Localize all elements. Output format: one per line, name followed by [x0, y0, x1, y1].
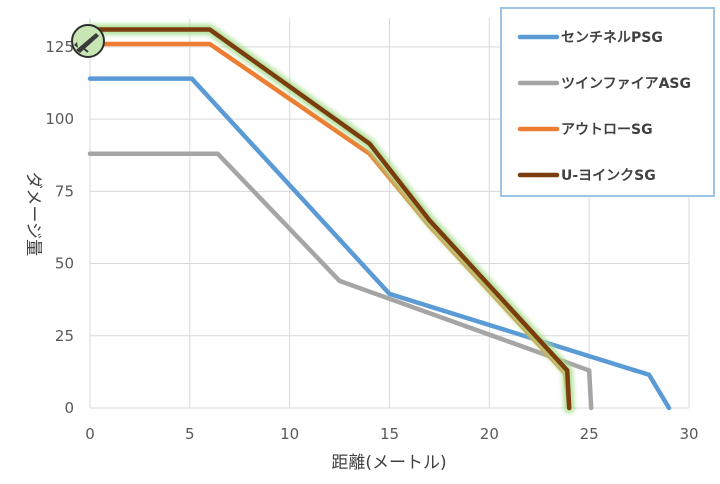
y-tick-label: 75 [55, 182, 74, 200]
x-tick-label: 10 [280, 425, 299, 443]
legend-label-1: ツインファイアASG [561, 76, 691, 92]
series-highlight-glow [84, 24, 575, 414]
y-tick-label: 0 [64, 399, 74, 417]
series-lines [84, 24, 672, 414]
tick-labels: 0 5 10 15 20 25 30 0 25 50 75 100 125 [45, 38, 698, 443]
x-tick-label: 20 [480, 425, 499, 443]
y-tick-label: 25 [55, 327, 74, 345]
x-tick-label: 0 [85, 425, 95, 443]
legend-label-3: U-ヨインクSG [561, 168, 656, 184]
x-axis-title: 距離(メートル) [331, 453, 446, 473]
legend-label-2: アウトローSG [561, 122, 653, 138]
shotgun-badge-icon [71, 24, 105, 58]
x-tick-label: 15 [380, 425, 399, 443]
series-line-3 [87, 27, 572, 411]
series-line-0 [87, 76, 672, 411]
legend-box [500, 7, 715, 197]
x-tick-label: 25 [580, 425, 599, 443]
y-tick-label: 50 [55, 255, 74, 273]
y-tick-label: 125 [45, 38, 74, 56]
legend: センチネルPSG ツインファイアASG アウトローSG U-ヨインクSG [500, 7, 715, 197]
x-tick-label: 30 [679, 425, 698, 443]
x-tick-label: 5 [185, 425, 195, 443]
legend-label-0: センチネルPSG [561, 30, 663, 46]
series-line-1 [87, 151, 594, 411]
y-axis-title: ダメージ量 [23, 172, 43, 256]
y-tick-label: 100 [45, 110, 74, 128]
